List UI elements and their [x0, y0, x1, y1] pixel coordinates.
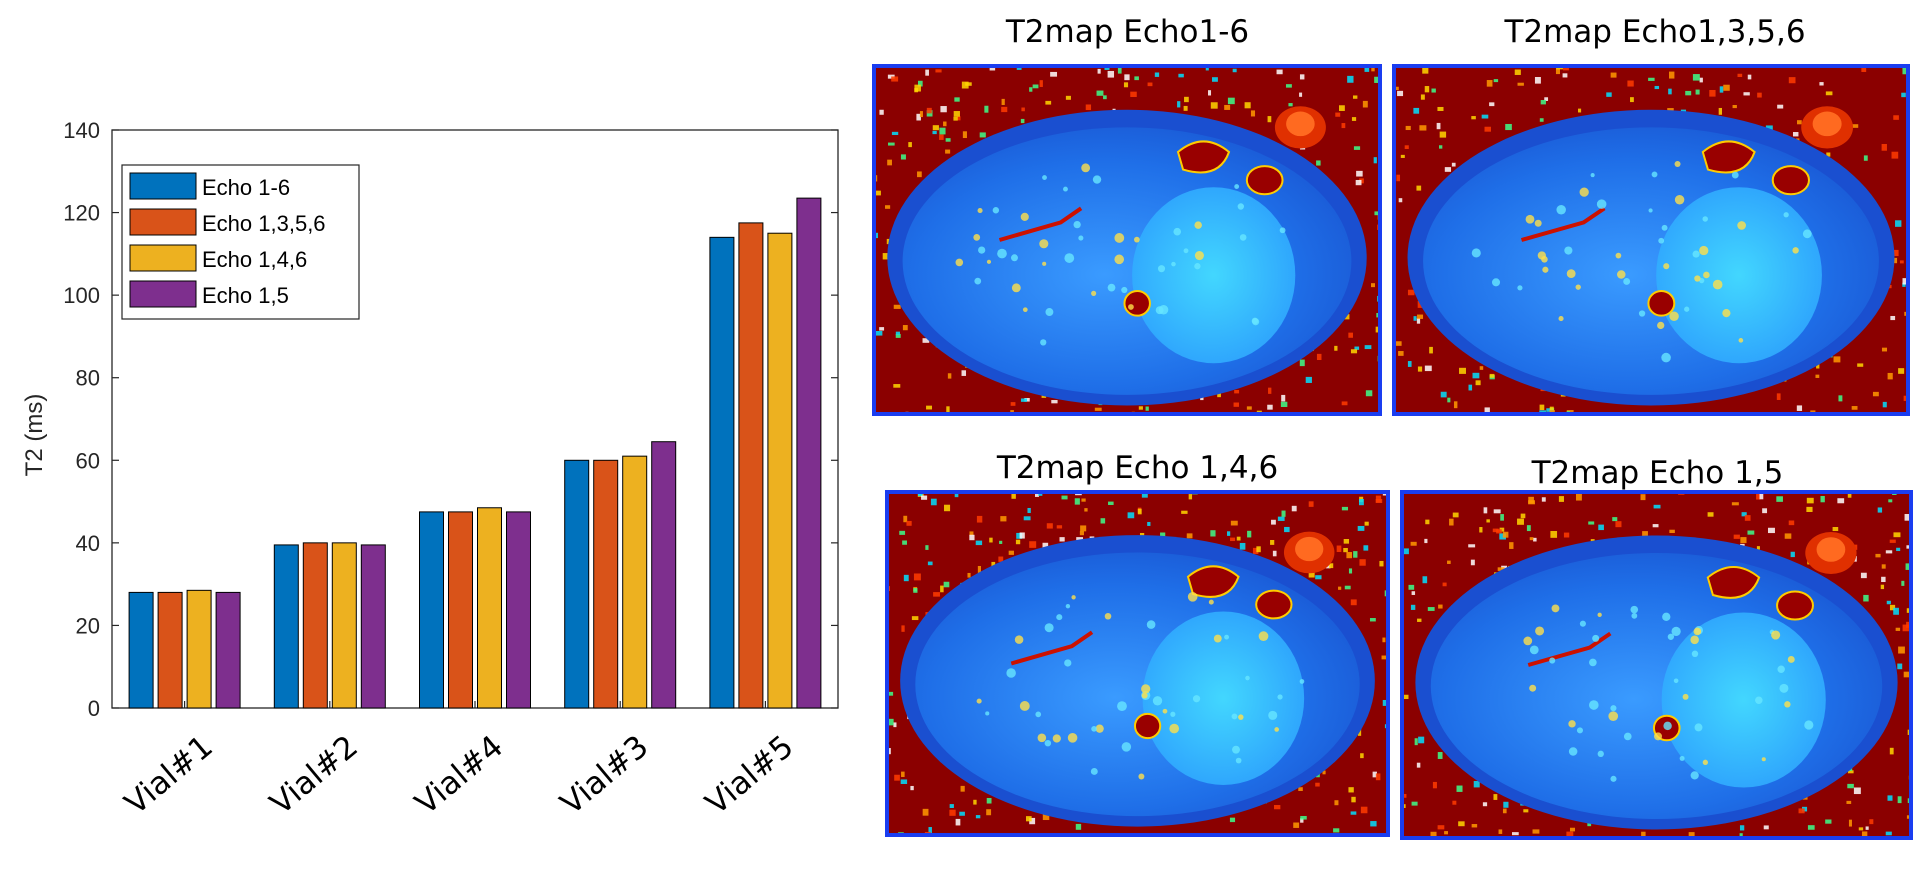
legend-entry: Echo 1-6: [202, 175, 290, 200]
bar: [506, 511, 531, 709]
x-tick-label: Vial#3: [554, 729, 656, 822]
map-title-4: T2map Echo 1,5: [1531, 455, 1784, 491]
x-tick-label: Vial#5: [699, 729, 801, 822]
bar: [157, 591, 183, 709]
y-tick-label: 20: [76, 613, 100, 638]
y-tick-label: 60: [76, 448, 100, 473]
bar: [564, 459, 590, 709]
bar: [477, 507, 502, 709]
y-tick-label: 40: [76, 531, 100, 556]
y-axis-label: T2 (ms): [21, 394, 48, 477]
bar: [738, 222, 764, 709]
bar: [128, 591, 154, 709]
x-tick-label: Vial#4: [409, 729, 511, 822]
legend-swatch: [129, 172, 197, 200]
bar: [273, 544, 299, 709]
bar: [593, 459, 619, 709]
map-title-2: T2map Echo1,3,5,6: [1504, 14, 1806, 50]
map-title-3: T2map Echo 1,4,6: [996, 450, 1279, 486]
bar: [796, 197, 822, 709]
bar: [215, 591, 241, 709]
bar: [331, 542, 357, 709]
bar: [419, 511, 444, 709]
bar: [709, 236, 735, 709]
y-tick-label: 140: [63, 118, 100, 143]
y-tick-label: 80: [76, 366, 100, 391]
x-tick-label: Vial#2: [263, 729, 365, 822]
bar: [651, 441, 677, 709]
legend-entry: Echo 1,3,5,6: [202, 211, 326, 236]
map-title-1: T2map Echo1-6: [1005, 14, 1250, 50]
x-tick-label: Vial#1: [118, 729, 220, 822]
bar: [767, 232, 793, 709]
t2-map-image-3: [885, 490, 1390, 837]
t2-map-image-4: [1400, 490, 1913, 840]
legend: Echo 1-6 Echo 1,3,5,6 Echo 1,4,6 Echo 1,5: [121, 164, 360, 320]
bar: [622, 455, 648, 709]
bar: [302, 542, 328, 709]
y-tick-label: 0: [88, 696, 100, 721]
legend-entry: Echo 1,4,6: [202, 247, 307, 272]
legend-swatch: [129, 280, 197, 308]
y-tick-label: 120: [63, 201, 100, 226]
legend-entry: Echo 1,5: [202, 283, 289, 308]
bar-chart: 0 20 40 60 80 100 120 140 Vial#1 Vial#2 Vial#4 Vial…: [21, 118, 839, 822]
t2-map-image-1: [872, 64, 1382, 416]
bar: [360, 544, 386, 709]
legend-swatch: [129, 208, 197, 236]
legend-swatch: [129, 244, 197, 272]
bar: [448, 511, 473, 709]
y-tick-label: 100: [63, 283, 100, 308]
bar: [186, 589, 212, 709]
t2-map-image-2: [1392, 64, 1910, 416]
